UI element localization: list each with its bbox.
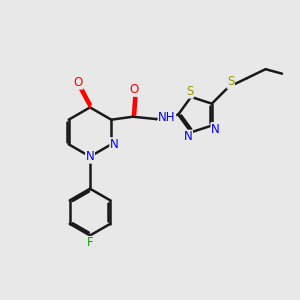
Text: N: N xyxy=(85,150,94,163)
Text: S: S xyxy=(186,85,193,98)
Text: O: O xyxy=(74,76,82,89)
Text: S: S xyxy=(227,75,234,88)
Text: F: F xyxy=(87,236,93,250)
Text: N: N xyxy=(211,123,220,136)
Text: N: N xyxy=(110,138,119,151)
Text: NH: NH xyxy=(158,111,175,124)
Text: N: N xyxy=(184,130,192,143)
Text: O: O xyxy=(130,83,139,96)
